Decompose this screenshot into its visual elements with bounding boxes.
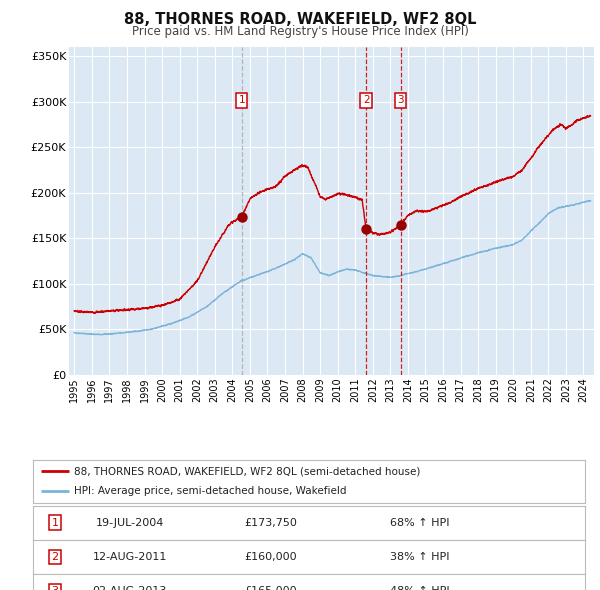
Text: 12-AUG-2011: 12-AUG-2011: [92, 552, 167, 562]
Text: 48% ↑ HPI: 48% ↑ HPI: [389, 586, 449, 590]
Text: 88, THORNES ROAD, WAKEFIELD, WF2 8QL (semi-detached house): 88, THORNES ROAD, WAKEFIELD, WF2 8QL (se…: [74, 466, 421, 476]
Text: Price paid vs. HM Land Registry's House Price Index (HPI): Price paid vs. HM Land Registry's House …: [131, 25, 469, 38]
Text: 88, THORNES ROAD, WAKEFIELD, WF2 8QL: 88, THORNES ROAD, WAKEFIELD, WF2 8QL: [124, 12, 476, 27]
Text: 3: 3: [397, 95, 404, 105]
Text: 1: 1: [52, 518, 59, 527]
Text: 1: 1: [238, 95, 245, 105]
Text: 2: 2: [52, 552, 59, 562]
Text: £160,000: £160,000: [244, 552, 296, 562]
Text: 68% ↑ HPI: 68% ↑ HPI: [389, 518, 449, 527]
Text: 2: 2: [363, 95, 370, 105]
Text: £173,750: £173,750: [244, 518, 297, 527]
Text: £165,000: £165,000: [244, 586, 296, 590]
Text: 38% ↑ HPI: 38% ↑ HPI: [389, 552, 449, 562]
Text: 19-JUL-2004: 19-JUL-2004: [95, 518, 164, 527]
Text: 3: 3: [52, 586, 59, 590]
Text: HPI: Average price, semi-detached house, Wakefield: HPI: Average price, semi-detached house,…: [74, 486, 347, 496]
Text: 02-AUG-2013: 02-AUG-2013: [92, 586, 167, 590]
